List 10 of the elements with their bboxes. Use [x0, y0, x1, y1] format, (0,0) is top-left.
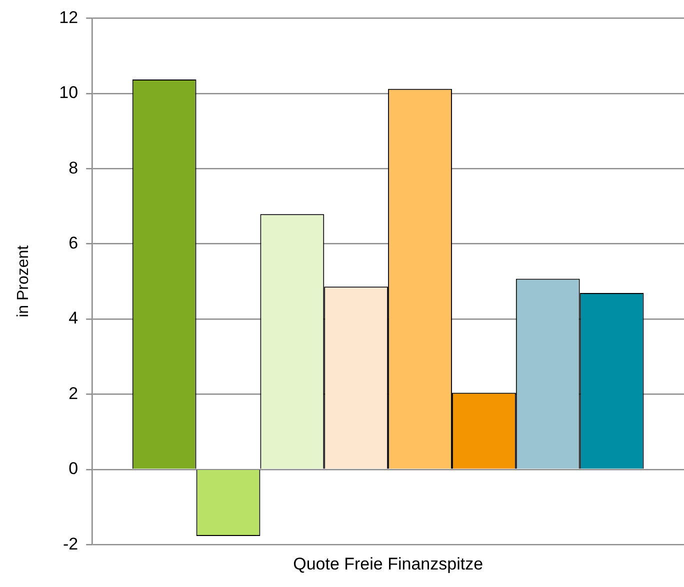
y-tick-label: 0 [68, 459, 78, 478]
y-axis-title: in Prozent [15, 244, 32, 318]
y-tick-label: 6 [68, 233, 78, 252]
y-tick-label: 12 [59, 8, 78, 27]
x-tick-label: Quote Freie Finanzspitze [293, 554, 484, 574]
y-tick-label: 2 [68, 384, 78, 403]
y-tick-label: 8 [68, 158, 78, 178]
y-tick-label: 4 [68, 308, 78, 328]
y-tick-label: -2 [62, 534, 78, 554]
y-tick-label: 10 [59, 83, 78, 102]
